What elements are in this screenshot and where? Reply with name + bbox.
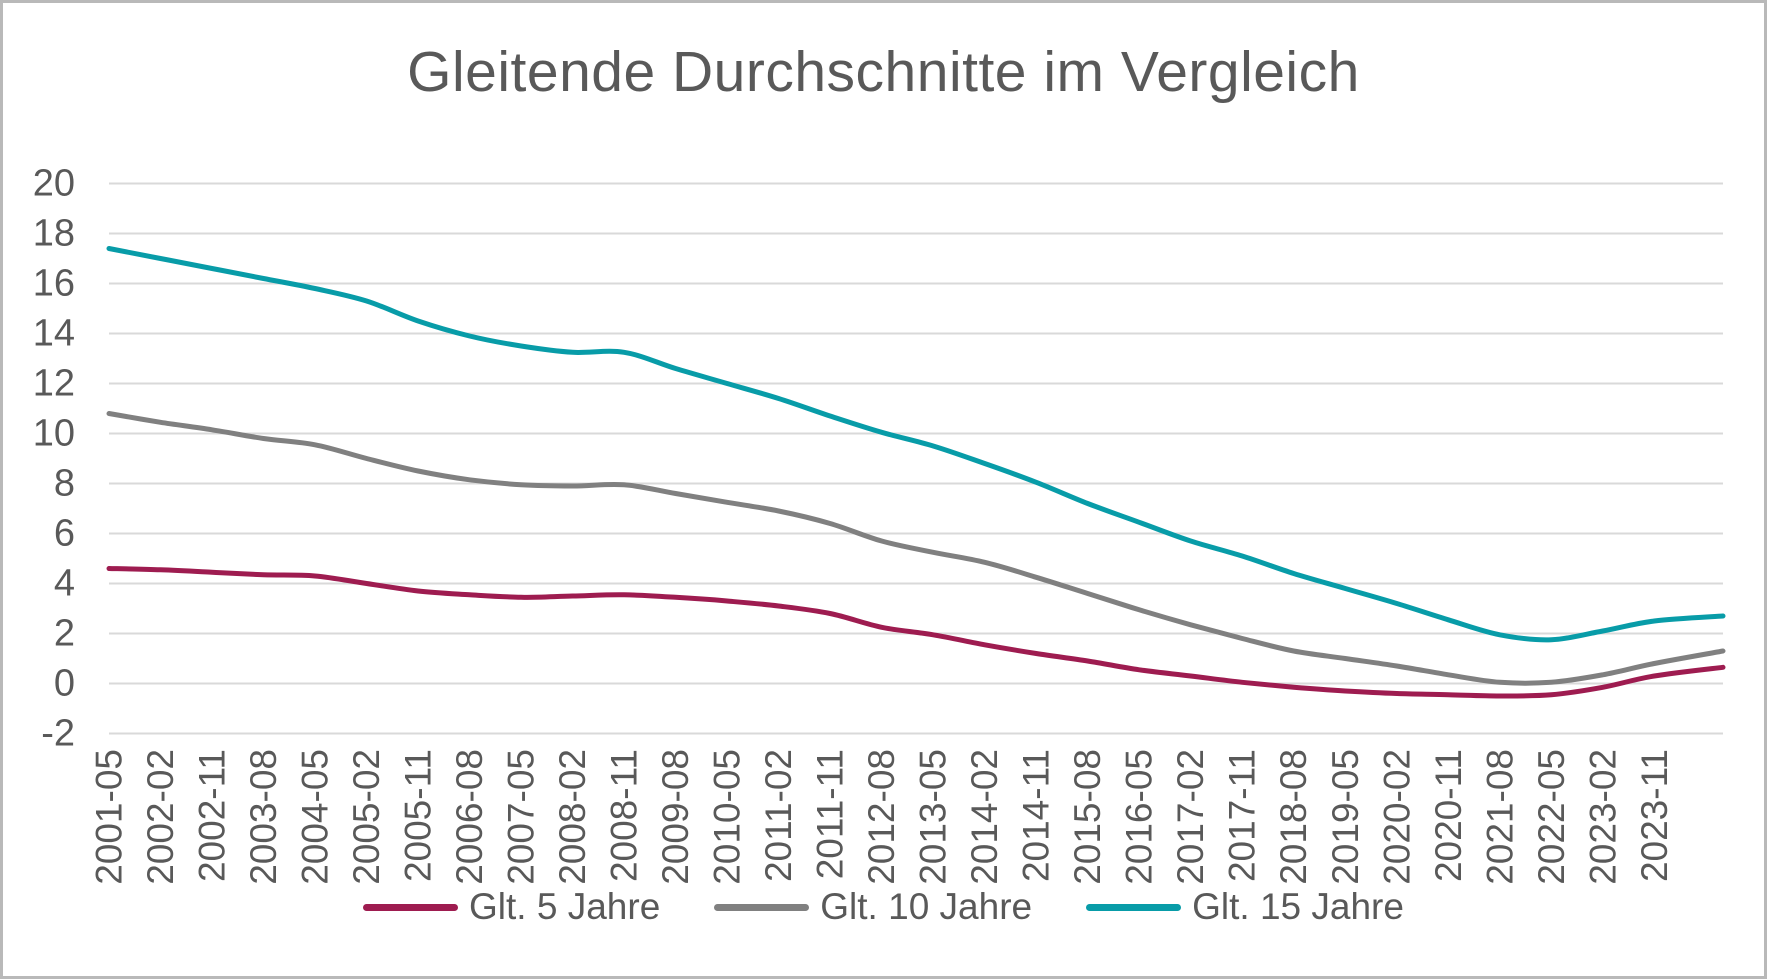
y-tick-label: 12 <box>33 363 75 405</box>
y-tick-label: 2 <box>54 613 75 655</box>
x-tick-label: 2014-02 <box>964 749 1005 885</box>
series-line-glt-5-jahre <box>106 566 1726 699</box>
x-tick-label: 2017-11 <box>1222 749 1263 882</box>
series-line-glt-10-jahre <box>106 411 1726 686</box>
legend-label-glt-15-jahre: Glt. 15 Jahre <box>1192 886 1404 927</box>
legend-item-glt-5-jahre: Glt. 5 Jahre <box>363 886 661 928</box>
legend-item-glt-10-jahre: Glt. 10 Jahre <box>714 886 1033 928</box>
x-tick-label: 2013-05 <box>913 749 954 885</box>
series-lines <box>106 246 1726 699</box>
x-tick-label: 2005-11 <box>398 749 439 882</box>
x-tick-label: 2008-11 <box>604 749 645 882</box>
x-tick-label: 2015-08 <box>1067 749 1108 885</box>
x-axis-tick-labels: 2001-05 2002-02 2002-11 2003-08 2004-05 2005-… <box>89 749 1675 885</box>
y-tick-label: 8 <box>54 463 75 505</box>
x-tick-label: 2020-11 <box>1428 749 1469 882</box>
y-tick-label: 20 <box>33 163 75 205</box>
x-tick-label: 2023-02 <box>1582 749 1623 885</box>
chart-title: Gleitende Durchschnitte im Vergleich <box>407 40 1360 104</box>
y-tick-label: 14 <box>33 313 75 355</box>
series-line-glt-15-jahre <box>106 246 1726 643</box>
x-tick-label: 2021-08 <box>1479 749 1520 885</box>
x-tick-label: 2001-05 <box>89 749 130 885</box>
x-tick-label: 2002-11 <box>192 749 233 882</box>
y-tick-label: -2 <box>41 713 75 755</box>
y-tick-label: 4 <box>54 563 75 605</box>
x-tick-label: 2011-02 <box>758 749 799 882</box>
x-tick-label: 2005-02 <box>346 749 387 885</box>
x-tick-label: 2017-02 <box>1170 749 1211 885</box>
y-tick-label: 10 <box>33 413 75 455</box>
legend-item-glt-15-jahre: Glt. 15 Jahre <box>1086 886 1404 928</box>
legend-marker-glt-15-jahre <box>1086 903 1182 911</box>
y-tick-label: 6 <box>54 513 75 555</box>
x-tick-label: 2019-05 <box>1325 749 1366 885</box>
x-tick-label: 2009-08 <box>655 749 696 885</box>
x-tick-label: 2007-05 <box>501 749 542 885</box>
x-tick-label: 2018-08 <box>1273 749 1314 885</box>
x-tick-label: 2003-08 <box>243 749 284 885</box>
y-tick-label: 0 <box>54 663 75 705</box>
legend-marker-glt-10-jahre <box>714 903 810 911</box>
legend-marker-glt-5-jahre <box>363 903 459 911</box>
x-tick-label: 2022-05 <box>1531 749 1572 885</box>
x-tick-label: 2006-08 <box>449 749 490 885</box>
legend-label-glt-5-jahre: Glt. 5 Jahre <box>469 886 661 927</box>
gridlines <box>109 182 1723 735</box>
x-tick-label: 2012-08 <box>861 749 902 885</box>
x-tick-label: 2016-05 <box>1119 749 1160 885</box>
x-tick-label: 2020-02 <box>1376 749 1417 885</box>
chart-legend: Glt. 5 Jahre Glt. 10 Jahre Glt. 15 Jahre <box>3 886 1764 928</box>
y-tick-label: 18 <box>33 213 75 255</box>
x-tick-label: 2011-11 <box>810 749 851 879</box>
x-tick-label: 2010-05 <box>707 749 748 885</box>
x-tick-label: 2008-02 <box>552 749 593 885</box>
x-tick-label: 2002-02 <box>140 749 181 885</box>
y-tick-label: 16 <box>33 263 75 305</box>
x-tick-label: 2004-05 <box>295 749 336 885</box>
x-tick-label: 2014-11 <box>1016 749 1057 882</box>
legend-label-glt-10-jahre: Glt. 10 Jahre <box>820 886 1033 927</box>
x-tick-label: 2023-11 <box>1634 749 1675 882</box>
